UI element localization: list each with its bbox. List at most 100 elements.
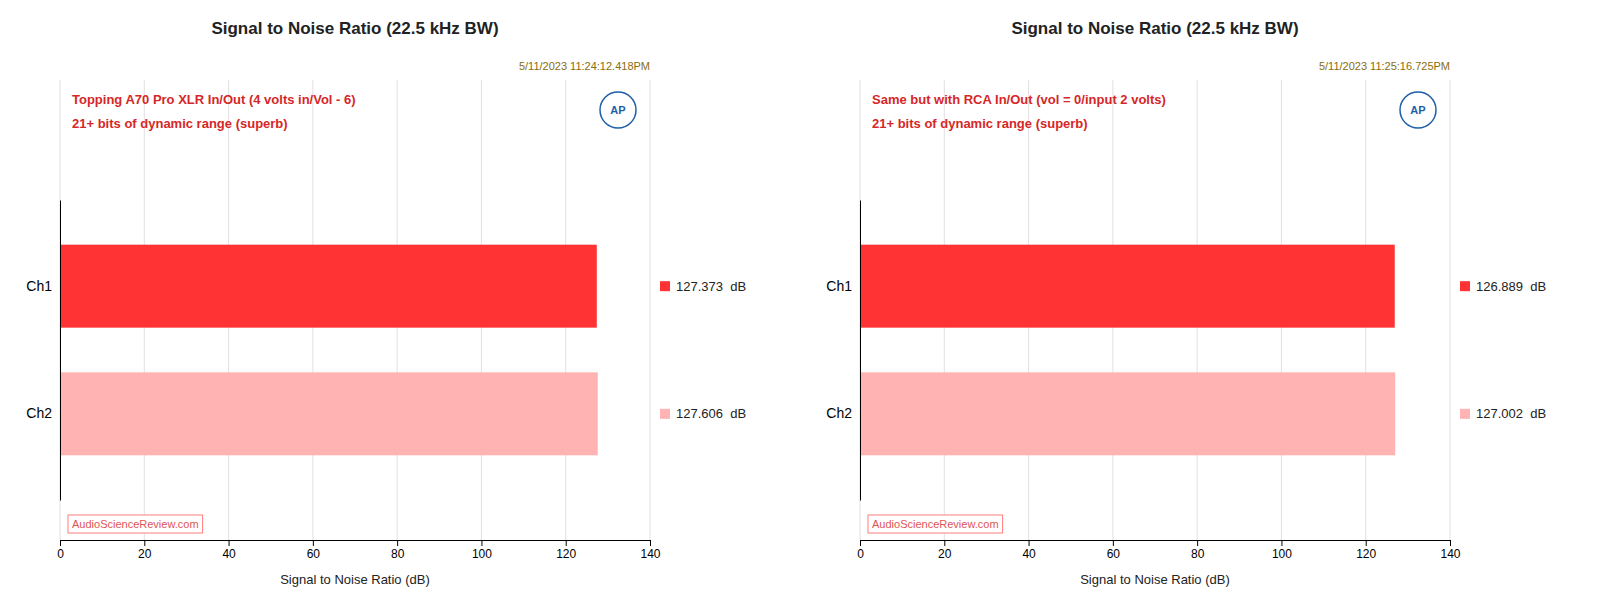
grid	[860, 80, 1450, 540]
grid-line	[860, 80, 861, 540]
label-swatch	[660, 281, 670, 291]
label-swatch	[1460, 409, 1470, 419]
tick: 0	[857, 540, 864, 561]
grid-line	[650, 80, 651, 540]
tick-mark	[944, 540, 945, 546]
annotation: 21+ bits of dynamic range (superb)	[872, 116, 1088, 131]
tick: 100	[472, 540, 492, 561]
tick: 20	[938, 540, 952, 561]
data-label: 127.606 dB	[676, 406, 746, 421]
axis-line	[861, 541, 1451, 547]
watermark-box	[68, 515, 203, 533]
axis-line	[61, 541, 651, 547]
chart-title: Signal to Noise Ratio (22.5 kHz BW)	[211, 19, 498, 38]
grid-line	[1450, 80, 1451, 540]
x-axis-title: Signal to Noise Ratio (dB)	[280, 572, 430, 587]
tick: Ch2	[26, 405, 60, 421]
tick: 120	[556, 540, 576, 561]
tick: Ch1	[26, 278, 60, 294]
x-axis: 0 20 40 60 80 100 120 140	[857, 540, 1461, 561]
tick: 40	[1022, 540, 1036, 561]
tick-label: 120	[1356, 547, 1376, 561]
tick: 60	[307, 540, 321, 561]
tick-label: Ch1	[26, 278, 52, 294]
tick: 140	[1440, 540, 1460, 561]
watermark-box	[868, 515, 1003, 533]
tick-mark	[1450, 540, 1451, 546]
tick-label: 120	[556, 547, 576, 561]
tick: Ch1	[826, 278, 860, 294]
tick-label: 40	[222, 547, 236, 561]
tick-label: 0	[857, 547, 864, 561]
tick-mark	[397, 540, 398, 546]
tick-label: 80	[1191, 547, 1205, 561]
axis-line	[860, 201, 861, 501]
bars	[60, 245, 598, 456]
tick-label: Ch1	[826, 278, 852, 294]
tick-mark	[60, 540, 61, 546]
tick-label: 140	[1440, 547, 1460, 561]
data-labels: 127.373 dB127.606 dB	[660, 279, 746, 422]
label-swatch	[1460, 281, 1470, 291]
grid-line	[60, 80, 61, 540]
tick: 120	[1356, 540, 1376, 561]
tick: 140	[640, 540, 660, 561]
tick-mark	[566, 540, 567, 546]
tick-mark	[1029, 540, 1030, 546]
watermark: AudioScienceReview.com	[72, 518, 199, 530]
tick: 20	[138, 540, 152, 561]
chart-root: Signal to Noise Ratio (22.5 kHz BW) 0 20 40…	[0, 0, 1600, 600]
annotations: 5/11/2023 11:25:16.725PM Same but with RC…	[868, 60, 1450, 533]
tick-label: 40	[1022, 547, 1036, 561]
tick-label: 60	[1107, 547, 1121, 561]
tick-mark	[144, 540, 145, 546]
tick-label: 140	[640, 547, 660, 561]
axis-line	[60, 201, 61, 501]
tick-mark	[1281, 540, 1282, 546]
logo-circle	[1400, 92, 1436, 128]
annotation: Same but with RCA In/Out (vol = 0/input …	[872, 92, 1166, 107]
tick-label: 20	[138, 547, 152, 561]
x-axis: 0 20 40 60 80 100 120 140	[57, 540, 661, 561]
tick-label: 20	[938, 547, 952, 561]
tick-label: Ch2	[26, 405, 52, 421]
annotation: Topping A70 Pro XLR In/Out (4 volts in/V…	[72, 92, 356, 107]
tick-label: Ch2	[826, 405, 852, 421]
annotation: 21+ bits of dynamic range (superb)	[72, 116, 288, 131]
tick-label: 80	[391, 547, 405, 561]
tick: 40	[222, 540, 236, 561]
tick-mark	[313, 540, 314, 546]
tick-mark	[229, 540, 230, 546]
chart-title: Signal to Noise Ratio (22.5 kHz BW)	[1011, 19, 1298, 38]
data-labels: 126.889 dB 127.002 dB	[1460, 279, 1546, 422]
tick: Ch2	[826, 405, 860, 421]
tick-mark	[1197, 540, 1198, 546]
bar	[860, 245, 1395, 328]
tick-label: 100	[1272, 547, 1292, 561]
tick-mark	[481, 540, 482, 546]
watermark: AudioScienceReview.com	[872, 518, 999, 530]
label-swatch	[660, 409, 670, 419]
bars	[860, 245, 1395, 456]
y-axis: Ch1 Ch2	[26, 201, 60, 501]
timestamp: 5/11/2023 11:25:16.725PM	[1319, 60, 1450, 72]
tick: 100	[1272, 540, 1292, 561]
logo-text: AP	[1410, 104, 1425, 116]
tick-label: 100	[472, 547, 492, 561]
tick-label: 0	[57, 547, 64, 561]
x-axis-title: Signal to Noise Ratio (dB)	[1080, 572, 1230, 587]
grid	[60, 80, 650, 540]
data-label: 126.889 dB	[1476, 279, 1546, 294]
bar	[860, 372, 1395, 455]
logo-circle	[600, 92, 636, 128]
panel: Signal to Noise Ratio (22.5 kHz BW) 0 20 40…	[826, 19, 1546, 587]
data-label: 127.002 dB	[1476, 406, 1546, 421]
tick-mark	[650, 540, 651, 546]
tick: 60	[1107, 540, 1121, 561]
tick-mark	[860, 540, 861, 546]
logo-text: AP	[610, 104, 625, 116]
tick: 0	[57, 540, 64, 561]
bar	[60, 372, 598, 455]
y-axis: Ch1 Ch2	[826, 201, 860, 501]
tick: 80	[391, 540, 405, 561]
